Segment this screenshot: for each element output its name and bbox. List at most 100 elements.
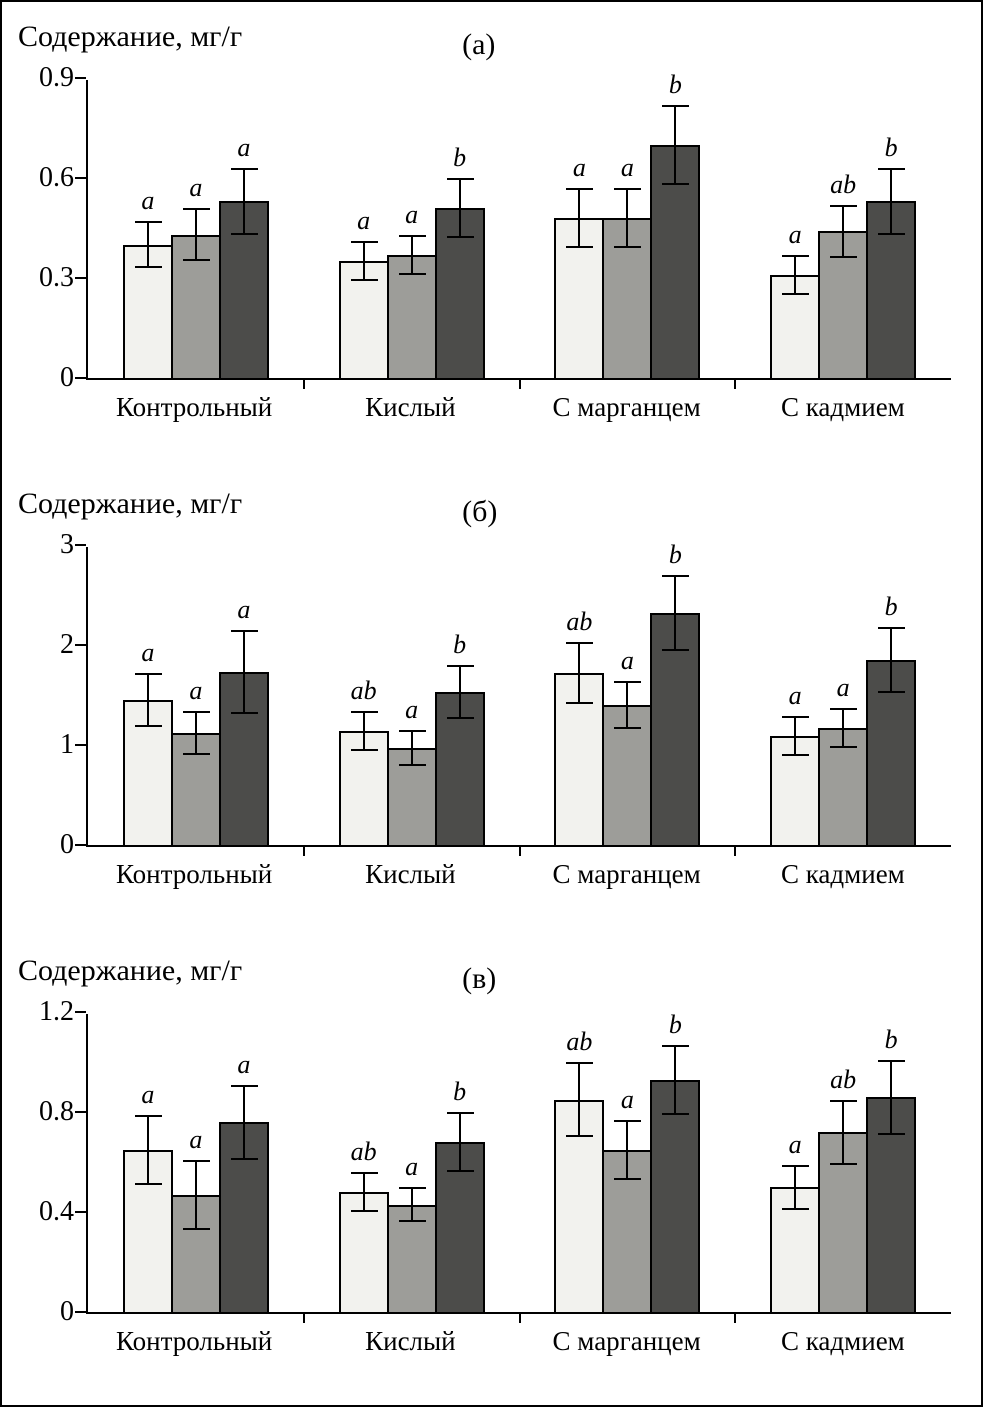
significance-letter: b xyxy=(884,592,898,621)
error-bar-cap-bottom xyxy=(878,232,906,235)
error-bar-line xyxy=(794,1164,797,1210)
bar-group: ab a b xyxy=(520,1009,736,1312)
error-bar-cap-top xyxy=(398,730,426,732)
error-bar-cap-top xyxy=(350,241,378,244)
x-tick-mark xyxy=(302,1312,305,1323)
panel-label: (в) xyxy=(462,962,497,995)
error-bar-cap-bottom xyxy=(398,764,426,766)
x-tick-mark xyxy=(518,378,521,389)
error-bar-cap-bottom xyxy=(182,753,210,755)
error-bar-cap-top xyxy=(134,221,162,224)
bar-slot: a xyxy=(218,547,269,845)
x-category-label: Контрольный xyxy=(116,859,273,889)
bar-slot: ab xyxy=(338,547,389,845)
bar-slot: b xyxy=(866,547,917,845)
x-tick-mark xyxy=(734,1312,737,1323)
error-bar-line xyxy=(890,1059,893,1135)
error-bar-line xyxy=(242,1084,245,1160)
error-bar-cap-top xyxy=(830,1099,858,1102)
error-bar-line xyxy=(842,1099,845,1165)
error-bar-line xyxy=(146,221,149,268)
bar-slot: a xyxy=(602,1014,653,1312)
significance-letter: a xyxy=(788,681,802,710)
bar-slot: a xyxy=(170,80,221,378)
error-bar-cap-top xyxy=(230,1084,258,1087)
error-bar-line xyxy=(458,665,461,719)
significance-letter: b xyxy=(884,1024,898,1054)
bar-slot: a xyxy=(554,80,605,378)
error-bar-line xyxy=(410,1187,413,1222)
x-axis-labels: Контрольный Кислый С марганцем С кадмием xyxy=(86,380,951,423)
y-tick-label: 0 xyxy=(60,1296,74,1327)
error-bar-cap-bottom xyxy=(878,1132,906,1135)
significance-letter: a xyxy=(836,673,850,702)
bar-slot: b xyxy=(434,547,485,845)
bar-slot: ab xyxy=(818,80,869,378)
bar-slot: a xyxy=(602,547,653,845)
error-bar-cap-top xyxy=(662,1044,690,1047)
significance-letter: a xyxy=(189,1124,203,1154)
x-tick-mark xyxy=(734,378,737,389)
bar-group: a a b xyxy=(520,71,736,378)
error-bar-cap-bottom xyxy=(182,1227,210,1230)
error-bar-cap-top xyxy=(614,681,642,683)
error-bar-cap-bottom xyxy=(830,1162,858,1165)
panel-label: (б) xyxy=(462,495,498,528)
significance-letter: b xyxy=(668,1009,682,1039)
error-bar-cap-top xyxy=(878,1059,906,1062)
error-bar-line xyxy=(458,178,461,238)
bar-group: a a b xyxy=(735,547,951,845)
error-bar-cap-top xyxy=(566,188,594,190)
error-bar-line xyxy=(458,1112,461,1172)
error-bar-line xyxy=(194,208,197,262)
error-bar-line xyxy=(890,627,893,693)
x-category-label: Контрольный xyxy=(116,392,273,422)
error-bar-cap-top xyxy=(446,1112,474,1114)
y-tick-label: 1.2 xyxy=(39,996,74,1027)
error-bar-line xyxy=(674,1044,677,1115)
error-bar-cap-top xyxy=(230,630,258,632)
significance-letter: a xyxy=(572,153,586,182)
y-tick-label: 0.3 xyxy=(39,262,74,293)
bar-slot: ab xyxy=(554,547,605,845)
error-bar-line xyxy=(410,234,413,275)
bar-slot: ab xyxy=(338,1014,389,1312)
significance-letter: ab xyxy=(566,607,593,636)
significance-letter: ab xyxy=(350,676,377,705)
bar xyxy=(770,1187,821,1312)
x-category-label: С марганцем xyxy=(552,392,701,422)
chart-panel: Содержание, мг/г (в) 0 0.4 0.8 1.2 a a a ab a b ab a b… xyxy=(2,936,981,1403)
panel-label: (а) xyxy=(462,28,496,61)
bar-slot: a xyxy=(602,80,653,378)
error-bar-cap-top xyxy=(878,168,906,170)
significance-letter: b xyxy=(884,133,898,162)
error-bar-cap-top xyxy=(878,627,906,629)
bar-slot: a xyxy=(386,1014,437,1312)
bar-slot: b xyxy=(434,80,485,378)
y-tick-mark xyxy=(75,177,86,179)
significance-letter: a xyxy=(237,133,251,162)
chart-panel: Содержание, мг/г (а) 0 0.3 0.6 0.9 a a a a a b a a b a a… xyxy=(2,2,981,469)
y-tick-label: 0 xyxy=(60,362,74,393)
bar-slot: b xyxy=(434,1014,485,1312)
error-bar-cap-bottom xyxy=(230,232,258,235)
plot-area: 0 0.4 0.8 1.2 a a a ab a b ab a b a ab b xyxy=(39,996,951,1327)
error-bar-cap-bottom xyxy=(446,717,474,719)
significance-letter: ab xyxy=(350,1137,377,1166)
error-bar-cap-bottom xyxy=(614,1177,642,1180)
bar-group: a a b xyxy=(304,80,520,378)
error-bar-cap-top xyxy=(398,1187,426,1189)
x-category-label: Кислый xyxy=(365,1326,456,1356)
error-bar-cap-bottom xyxy=(830,746,858,748)
error-bar-cap-bottom xyxy=(566,1135,594,1137)
bar-slot: a xyxy=(122,80,173,378)
error-bar-cap-top xyxy=(134,673,162,675)
error-bar-line xyxy=(242,168,245,235)
error-bar-line xyxy=(842,708,845,748)
bar xyxy=(338,1192,389,1312)
error-bar-line xyxy=(242,630,245,714)
error-bar-cap-bottom xyxy=(350,749,378,751)
error-bar-cap-bottom xyxy=(446,236,474,238)
plot-area: 0 0.3 0.6 0.9 a a a a a b a a b a ab b xyxy=(39,62,951,393)
bar-group: ab a b xyxy=(520,542,736,845)
